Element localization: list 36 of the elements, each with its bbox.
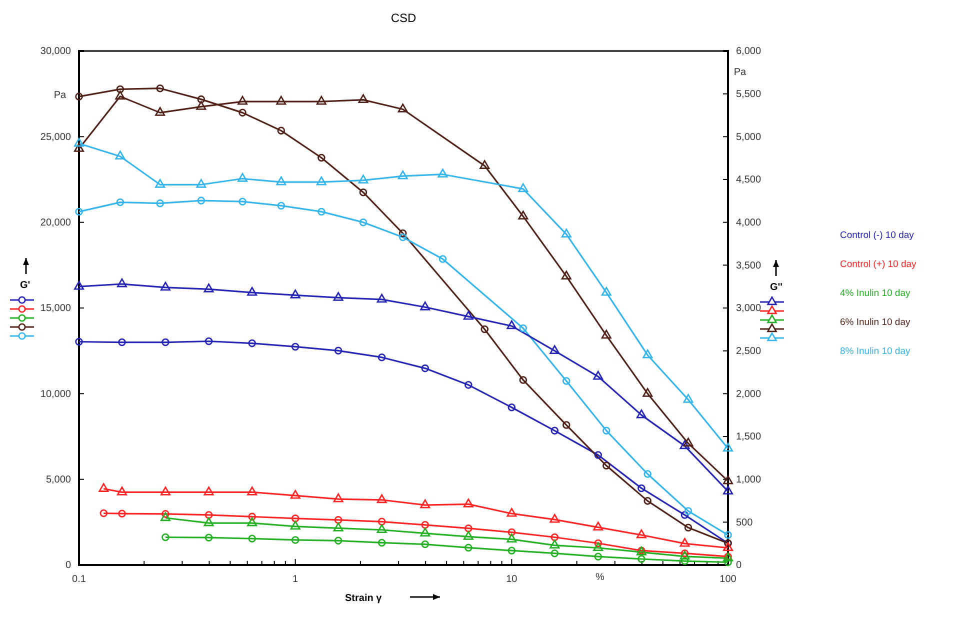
text: Pa — [54, 90, 67, 101]
y2-tick-label: 2,500 — [736, 346, 762, 358]
y2-tick-label: 4,500 — [736, 174, 762, 186]
y2-tick-label: 3,500 — [736, 260, 762, 272]
text: Control (-) 10 day — [840, 230, 914, 241]
y-tick-label: 30,000 — [40, 46, 72, 58]
y-tick-label: 15,000 — [40, 303, 72, 314]
y2-tick-label: 0 — [736, 560, 742, 572]
text: % — [596, 572, 605, 583]
y2-tick-label: 5,000 — [736, 132, 762, 143]
y-axis-title: G' — [20, 280, 30, 291]
y2-tick-label: 6,000 — [736, 46, 762, 58]
text: Pa — [734, 67, 747, 78]
y-tick-label: 10,000 — [40, 388, 72, 400]
x-tick-label: 100 — [720, 574, 737, 585]
x-tick-label: 10 — [506, 574, 518, 585]
text: Control (+) 10 day — [840, 259, 917, 270]
text: 8% Inulin 10 day — [840, 346, 910, 357]
x-axis-title: Strain γ — [345, 593, 382, 604]
x-tick-label: 0.1 — [72, 574, 86, 585]
text: 4% Inulin 10 day — [840, 288, 910, 299]
y2-tick-label: 5,500 — [736, 89, 762, 100]
y2-tick-label: 1,500 — [736, 432, 762, 443]
y-tick-label: 0 — [65, 560, 72, 572]
text: 6% Inulin 10 day — [840, 317, 910, 328]
y-tick-label: 20,000 — [40, 218, 72, 229]
y2-tick-label: 2,000 — [736, 388, 762, 400]
y2-tick-label: 1,000 — [736, 474, 762, 486]
y2-axis-title: G'' — [770, 282, 783, 293]
y2-tick-label: 500 — [736, 517, 754, 528]
y-tick-label: 5,000 — [46, 474, 72, 486]
chart-title: CSD — [390, 11, 416, 25]
y-tick-label: 25,000 — [40, 132, 72, 143]
x-tick-label: 1 — [292, 574, 299, 585]
y2-tick-label: 4,000 — [736, 218, 762, 229]
y2-tick-label: 3,000 — [736, 303, 762, 314]
